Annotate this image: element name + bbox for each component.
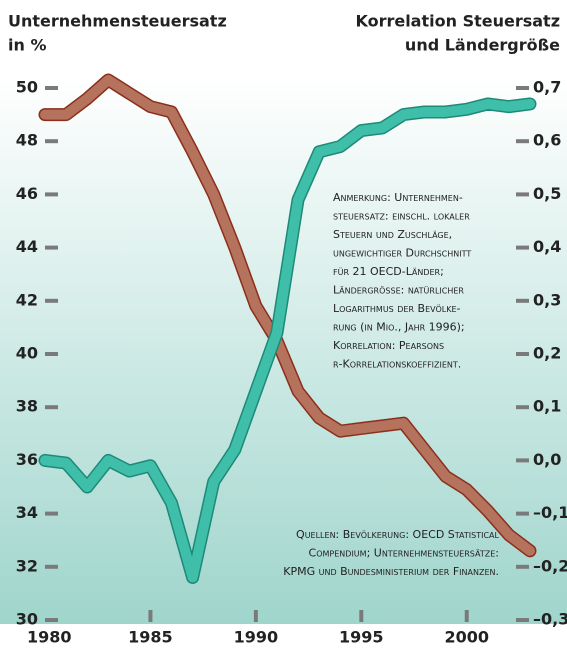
y-tick-label: 42	[16, 290, 38, 309]
annotation: Ländergrösse: natürlicher	[333, 284, 464, 297]
annotation: Compendium; Unternehmensteuersätze:	[309, 547, 499, 560]
y2-tick-label: 0,0	[533, 450, 561, 469]
annotation: Logarithmus der Bevölke-	[333, 302, 461, 315]
annotation: Anmerkung: Unternehmen-	[333, 191, 463, 204]
y2-tick-label: –0,3	[533, 610, 567, 629]
annotation: rung (in Mio., Jahr 1996);	[333, 321, 465, 334]
annotation: Steuern und Zuschläge,	[333, 228, 452, 241]
annotation: ungewichtiger Durchschnitt	[333, 247, 471, 260]
y2-tick-label: 0,3	[533, 290, 561, 309]
y-tick-label: 46	[16, 184, 38, 203]
y-tick-label: 40	[16, 344, 38, 363]
y-tick-label: 36	[16, 450, 38, 469]
y2-tick-label: 0,6	[533, 131, 561, 150]
y2-tick-label: 0,7	[533, 78, 561, 97]
y-tick-label: 34	[16, 503, 38, 522]
y-tick-label: 30	[16, 610, 38, 629]
y-tick-label: 38	[16, 397, 38, 416]
y2-tick-label: –0,1	[533, 503, 567, 522]
y2-tick-label: –0,2	[533, 556, 567, 575]
x-tick-label: 1985	[128, 628, 173, 647]
x-tick-label: 1995	[339, 628, 384, 647]
right-axis-title: und Ländergröße	[405, 36, 560, 55]
x-tick-label: 1980	[27, 628, 72, 647]
x-tick-label: 1990	[234, 628, 279, 647]
y-tick-label: 44	[16, 237, 38, 256]
annotation: KPMG und Bundesministerium der Finanzen.	[283, 565, 499, 578]
y2-tick-label: 0,2	[533, 344, 561, 363]
annotation: r-Korrelationskoeffizient.	[333, 358, 461, 371]
annotation: für 21 OECD-Länder;	[333, 265, 444, 278]
right-axis-title: Korrelation Steuersatz	[355, 12, 560, 31]
x-tick-label: 2000	[444, 628, 489, 647]
y2-tick-label: 0,1	[533, 397, 561, 416]
left-axis-title: Unternehmensteuersatz	[8, 12, 227, 31]
line	[40, 98, 535, 583]
y2-tick-label: 0,5	[533, 184, 561, 203]
line	[40, 75, 535, 556]
annotation: Quellen: Bevölkerung: OECD Statistical	[296, 528, 499, 541]
annotation: Korrelation: Pearsons	[333, 339, 444, 352]
y-tick-label: 32	[16, 556, 38, 575]
y2-tick-label: 0,4	[533, 237, 561, 256]
annotation: steuersatz: einschl. lokaler	[333, 210, 470, 223]
y-tick-label: 48	[16, 131, 38, 150]
y-tick-label: 50	[16, 78, 38, 97]
left-axis-title: in %	[8, 36, 46, 55]
